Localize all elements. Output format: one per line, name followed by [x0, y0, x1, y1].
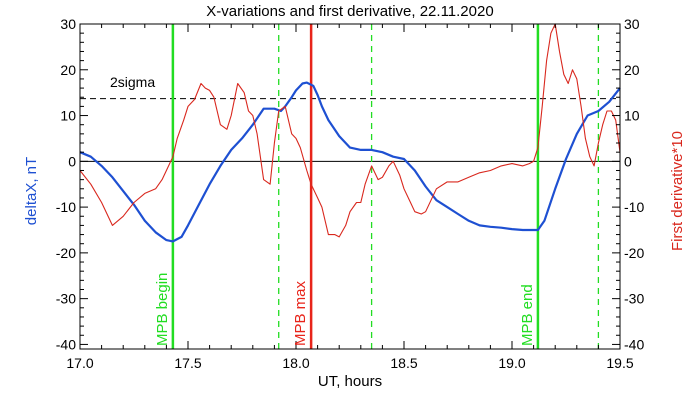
y-tick-label-right: 10 [624, 108, 640, 124]
y-axis-left-title: deltaX, nT [23, 157, 40, 225]
markers-group [171, 24, 600, 349]
plot-frame [79, 23, 621, 350]
y-axis-right-title: First derivative*10 [669, 131, 686, 251]
sigma-label: 2sigma [110, 74, 155, 90]
series-line-1 [79, 23, 621, 238]
x-tick-label: 19.5 [606, 355, 633, 371]
marker-label-4: MPB end [519, 284, 536, 346]
y-tick-label-left: 20 [60, 62, 76, 78]
x-axis-title: UT, hours [318, 373, 382, 390]
x-tick-label: 19.0 [498, 355, 525, 371]
chart-title: X-variations and first derivative, 22.11… [206, 3, 493, 20]
x-tick-label: 17.0 [66, 355, 93, 371]
series-group [79, 23, 621, 243]
marker-labels-group: MPB begin MPB max MPB end [154, 273, 536, 346]
y-tick-label-right: -30 [624, 291, 644, 307]
marker-label-0: MPB begin [154, 273, 171, 346]
y-tick-label-left: -30 [56, 291, 76, 307]
frame-group [79, 23, 621, 350]
y-tick-label-left: 30 [60, 16, 76, 32]
y-tick-label-left: -40 [56, 336, 76, 352]
y-tick-label-right: 30 [624, 16, 640, 32]
y-tick-label-left: 0 [68, 153, 76, 169]
x-tick-label: 18.5 [390, 355, 417, 371]
y-tick-label-right: -40 [624, 336, 644, 352]
y-tick-label-left: 10 [60, 108, 76, 124]
y-tick-label-right: 20 [624, 62, 640, 78]
y-tick-label-left: -20 [56, 245, 76, 261]
y-tick-label-right: 0 [624, 153, 632, 169]
y-tick-label-right: -10 [624, 199, 644, 215]
marker-label-2: MPB max [292, 280, 309, 346]
x-tick-label: 18.0 [282, 355, 309, 371]
x-tick-label: 17.5 [174, 355, 201, 371]
y-tick-label-left: -10 [56, 199, 76, 215]
series-line-0 [79, 81, 621, 243]
ticks-group: 17.0 17.5 18.0 18.5 19.0 19.5 30 30 20 20 10 10 0 0 -1… [56, 16, 645, 371]
y-tick-label-right: -20 [624, 245, 644, 261]
